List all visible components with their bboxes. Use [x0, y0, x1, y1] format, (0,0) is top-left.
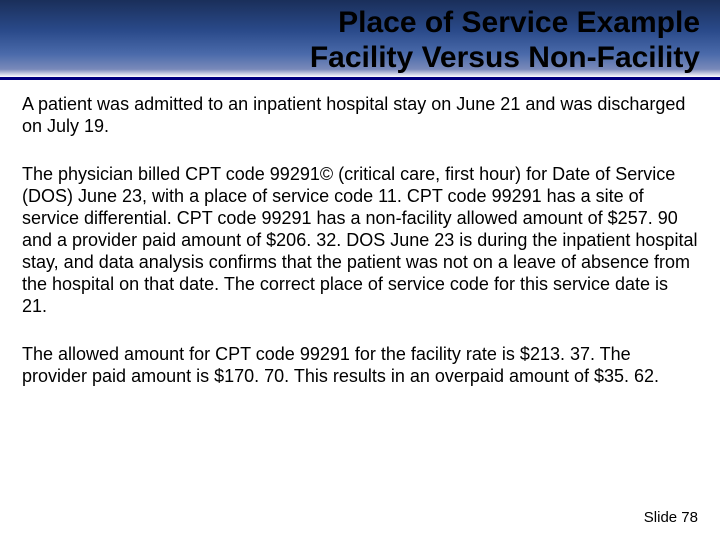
title-line-2: Facility Versus Non-Facility: [310, 41, 700, 74]
paragraph-1: A patient was admitted to an inpatient h…: [22, 94, 698, 138]
slide-title: Place of Service Example Facility Versus…: [20, 6, 700, 75]
paragraph-3: The allowed amount for CPT code 99291 fo…: [22, 344, 698, 388]
slide-container: Place of Service Example Facility Versus…: [0, 0, 720, 540]
slide-number: Slide 78: [644, 509, 698, 526]
title-line-1: Place of Service Example: [338, 6, 700, 39]
paragraph-2: The physician billed CPT code 99291© (cr…: [22, 164, 698, 318]
slide-header: Place of Service Example Facility Versus…: [0, 0, 720, 80]
slide-body: A patient was admitted to an inpatient h…: [0, 80, 720, 540]
